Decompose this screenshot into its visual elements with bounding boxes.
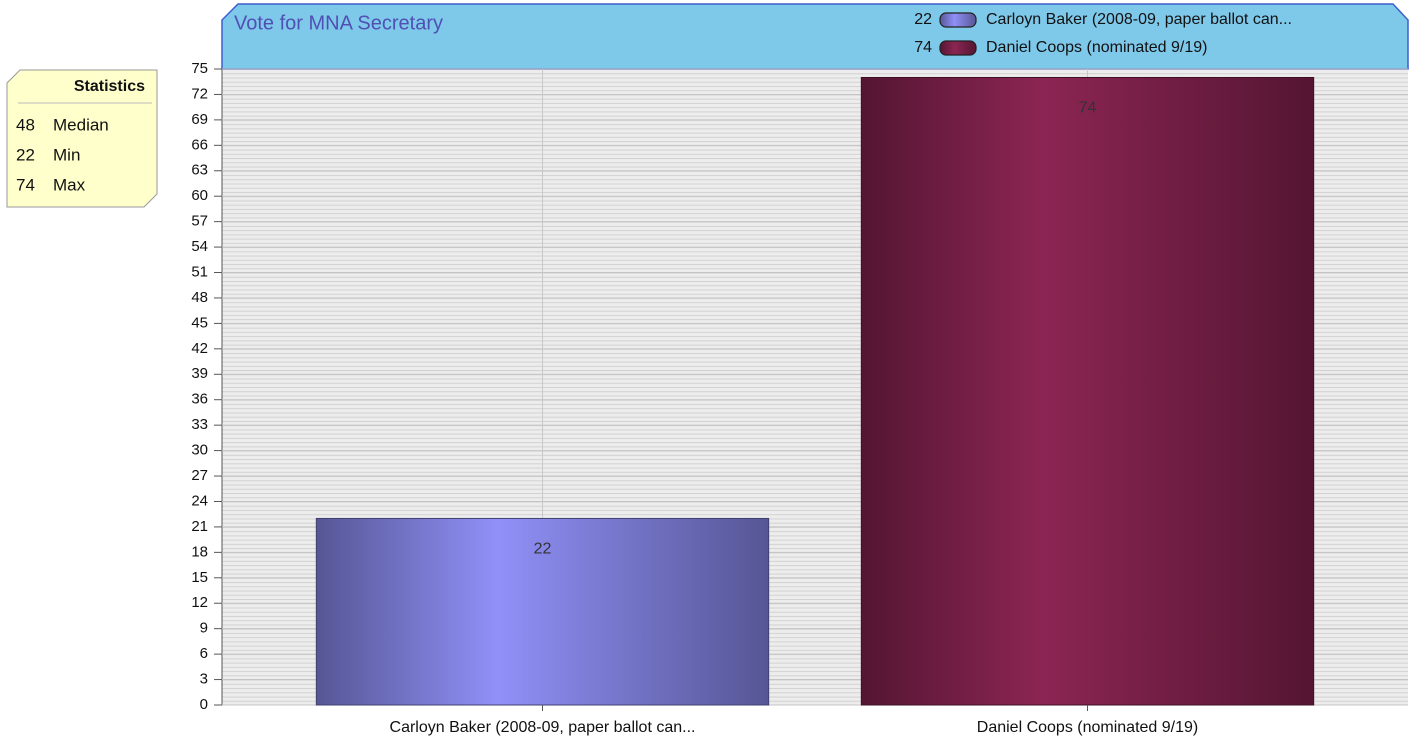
statistics-label: Min — [53, 145, 80, 164]
bar — [315, 517, 770, 706]
legend-value: 22 — [914, 11, 932, 28]
legend-label: Carloyn Baker (2008-09, paper ballot can… — [986, 11, 1292, 28]
y-tick-label: 69 — [191, 111, 208, 128]
y-tick-label: 45 — [191, 314, 208, 331]
statistics-label: Median — [53, 115, 109, 134]
data-label: 22 — [534, 541, 552, 558]
legend-swatch — [939, 12, 977, 28]
statistics-box — [6, 69, 158, 208]
y-tick-label: 30 — [191, 442, 208, 459]
y-tick-label: 3 — [200, 671, 208, 688]
y-tick-label: 48 — [191, 289, 208, 306]
y-tick-label: 0 — [200, 696, 208, 713]
statistics-value: 48 — [16, 115, 35, 134]
y-tick-label: 75 — [191, 60, 208, 77]
bar — [860, 76, 1315, 706]
legend-swatch — [939, 40, 977, 56]
y-tick-label: 39 — [191, 365, 208, 382]
y-tick-label: 60 — [191, 187, 208, 204]
y-tick-label: 36 — [191, 391, 208, 408]
y-tick-label: 57 — [191, 213, 208, 230]
data-label: 74 — [1079, 100, 1097, 117]
y-tick-label: 63 — [191, 162, 208, 179]
y-tick-label: 9 — [200, 620, 208, 637]
y-tick-label: 18 — [191, 543, 208, 560]
y-tick-label: 42 — [191, 340, 208, 357]
x-tick-label: Daniel Coops (nominated 9/19) — [977, 719, 1198, 736]
y-tick-label: 15 — [191, 569, 208, 586]
y-tick-label: 33 — [191, 416, 208, 433]
y-tick-label: 72 — [191, 85, 208, 102]
legend-value: 74 — [914, 39, 932, 56]
x-tick-label: Carloyn Baker (2008-09, paper ballot can… — [390, 719, 696, 736]
y-tick-label: 54 — [191, 238, 208, 255]
legend-label: Daniel Coops (nominated 9/19) — [986, 39, 1207, 56]
statistics-title: Statistics — [74, 78, 145, 95]
statistics-label: Max — [53, 175, 86, 194]
y-tick-label: 6 — [200, 645, 208, 662]
y-tick-label: 51 — [191, 263, 208, 280]
y-tick-label: 12 — [191, 594, 208, 611]
y-tick-label: 24 — [191, 492, 208, 509]
statistics-value: 22 — [16, 145, 35, 164]
chart-title: Vote for MNA Secretary — [234, 12, 443, 34]
statistics-value: 74 — [16, 175, 35, 194]
y-tick-label: 27 — [191, 467, 208, 484]
y-tick-label: 66 — [191, 136, 208, 153]
y-tick-label: 21 — [191, 518, 208, 535]
